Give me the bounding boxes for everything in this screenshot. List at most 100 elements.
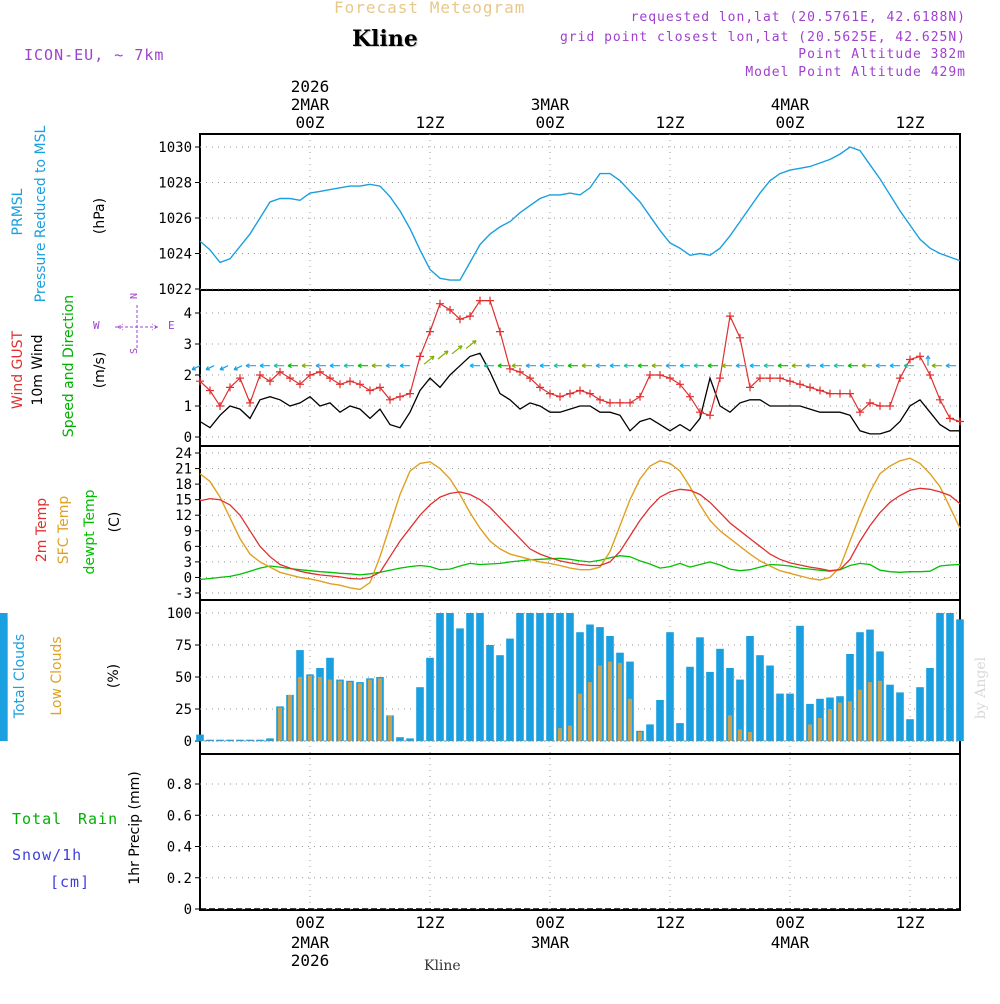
- wind-gust-marker: [206, 386, 214, 395]
- low-cloud-bar: [728, 715, 732, 741]
- wind-gust-line: [199, 300, 961, 423]
- wind-direction-arrow: [329, 363, 340, 369]
- wind-10m-line: [199, 352, 960, 435]
- low-cloud-bar: [388, 715, 392, 741]
- wind-units: (m/s): [92, 351, 108, 389]
- bottom-date-label: 2MAR: [291, 933, 330, 952]
- wind-direction-arrow: [437, 350, 449, 360]
- total-cloud-bar: [256, 739, 264, 741]
- total-cloud-bar: [516, 613, 524, 741]
- legend-rain-label: Rain: [78, 810, 119, 828]
- y-tick-label: 1: [184, 399, 192, 415]
- wind-direction-arrow: [637, 363, 648, 369]
- point-altitude: Point Altitude 382m: [798, 47, 966, 62]
- top-year-label: 2026: [291, 77, 330, 96]
- wind-direction-arrow: [861, 363, 872, 369]
- wind-gust-marker: [216, 402, 224, 410]
- wind-direction-arrow: [259, 363, 270, 369]
- total-cloud-bar: [226, 739, 234, 741]
- bottom-date-label: 3MAR: [531, 933, 570, 952]
- wind-direction-arrow: [665, 363, 676, 369]
- y-tick-label: 0: [184, 902, 192, 918]
- low-cloud-bar: [858, 689, 862, 741]
- wind-gust-marker: [276, 367, 284, 376]
- wind-gust-marker: [436, 299, 444, 308]
- wind-direction-arrow: [791, 363, 802, 369]
- wind-gust-marker: [506, 364, 514, 373]
- wind-direction-arrow: [385, 363, 396, 369]
- total-cloud-bar: [556, 613, 564, 741]
- wind-gust-marker: [696, 408, 704, 417]
- footer-location: Kline: [424, 958, 461, 974]
- wind-gust-marker: [876, 402, 884, 410]
- panel-frame-1: [199, 133, 961, 291]
- low-cloud-bar: [818, 718, 822, 741]
- wind-gust-marker: [516, 367, 524, 376]
- pressure-line: [199, 146, 961, 281]
- bottom-year-label: 2026: [291, 951, 330, 970]
- prmsl-label: PRMSL: [10, 188, 26, 236]
- model-altitude: Model Point Altitude 429m: [745, 65, 966, 80]
- low-cloud-bar: [848, 701, 852, 741]
- wind-gust-marker: [626, 398, 634, 407]
- wind-gust-marker: [296, 380, 304, 389]
- total-cloud-bar: [446, 613, 454, 741]
- y-tick-label: 1022: [158, 282, 192, 298]
- wind-gust-label: Wind GUST: [10, 330, 26, 410]
- wind-gust-marker: [776, 374, 784, 383]
- bottom-time-tick-label: 12Z: [416, 913, 445, 932]
- total-cloud-bar: [706, 671, 714, 741]
- wind-gust-marker: [866, 398, 874, 407]
- low-cloud-bar: [828, 709, 832, 741]
- total-cloud-bar: [646, 724, 654, 741]
- prmsl-long-label: Pressure Reduced to MSL: [33, 125, 49, 303]
- low-cloud-bar: [318, 677, 322, 741]
- total-cloud-bar: [886, 684, 894, 741]
- wind-gust-marker: [376, 383, 384, 392]
- clouds-units: (%): [106, 663, 122, 689]
- wind-direction-arrow: [679, 363, 690, 369]
- top-time-tick-label: 12Z: [656, 113, 685, 132]
- wind-gust-marker: [256, 371, 264, 379]
- precip-axis-label: 1hr Precip (mm): [127, 771, 143, 885]
- wind-gust-marker: [306, 371, 314, 379]
- top-time-tick-label: 12Z: [896, 113, 925, 132]
- y-tick-label: 1026: [158, 211, 192, 227]
- total-cloud-bar: [746, 636, 754, 741]
- low-cloud-bar: [338, 680, 342, 741]
- wind-gust-marker: [646, 371, 654, 379]
- low-cloud-bar: [808, 724, 812, 741]
- wind-direction-arrow: [945, 363, 956, 369]
- top-date-label: 4MAR: [771, 95, 810, 114]
- low-cloud-bar: [628, 698, 632, 741]
- low-cloud-bar: [608, 661, 612, 741]
- bottom-time-tick-label: 00Z: [536, 913, 565, 932]
- low-cloud-bar: [358, 683, 362, 741]
- bottom-time-tick-label: 00Z: [296, 913, 325, 932]
- bottom-time-tick-label: 12Z: [656, 913, 685, 932]
- wind-direction-arrow: [847, 363, 858, 369]
- low-cloud-bar: [568, 725, 572, 741]
- grid-coords: grid point closest lon,lat (20.5625E, 42…: [559, 30, 966, 45]
- wind-direction-arrow: [451, 345, 463, 355]
- y-tick-label: 21: [175, 462, 192, 478]
- wind-gust-marker: [686, 392, 694, 401]
- total-cloud-bar: [736, 679, 744, 741]
- wind-gust-marker: [556, 392, 564, 401]
- wind-gust-marker: [236, 374, 244, 383]
- low-cloud-bar: [878, 680, 882, 741]
- temp-sfc-label: SFC Temp: [56, 495, 72, 565]
- y-tick-label: 2: [184, 368, 192, 384]
- bottom-time-tick-label: 12Z: [896, 913, 925, 932]
- wind-gust-marker: [746, 383, 754, 392]
- wind-direction-arrow: [903, 363, 914, 369]
- y-tick-label: 24: [175, 446, 192, 462]
- legend-snow-unit: [cm]: [50, 873, 91, 891]
- wind-gust-marker: [886, 402, 894, 410]
- wind-direction-arrow: [469, 363, 480, 369]
- wind-gust-marker: [536, 383, 544, 392]
- wind-gust-marker: [676, 380, 684, 389]
- compass-rose: [115, 305, 160, 350]
